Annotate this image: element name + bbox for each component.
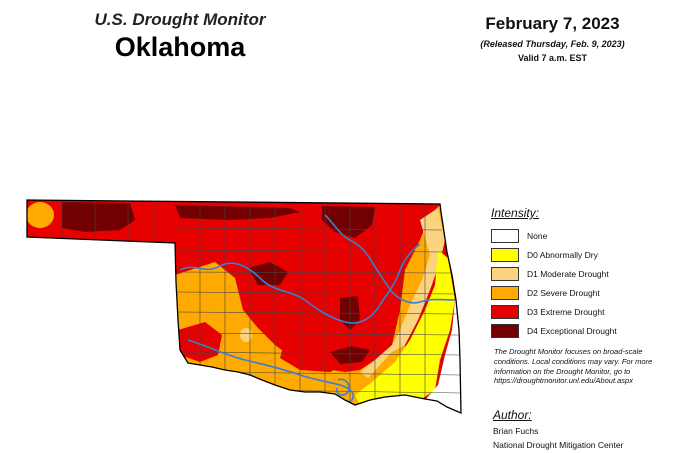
d4-region-northcentral [322, 206, 375, 238]
d2-spot-panhandle [27, 202, 54, 228]
author-name: Brian Fuchs [493, 426, 539, 436]
state-title: Oklahoma [114, 32, 246, 62]
disclaimer-note: The Drought Monitor focuses on broad-sca… [494, 347, 653, 386]
legend-item-d4: D4 Exceptional Drought [491, 321, 681, 340]
d1-region-east [360, 208, 445, 378]
author-title: Author: [493, 408, 532, 422]
legend-label: None [527, 230, 548, 241]
legend-label: D1 Moderate Drought [527, 268, 609, 279]
legend-item-d3: D3 Extreme Drought [491, 302, 681, 321]
legend-swatch-d2 [491, 285, 519, 300]
legend-item-d2: D2 Severe Drought [491, 283, 681, 302]
legend-swatch-d3 [491, 304, 519, 319]
legend-label: D2 Severe Drought [527, 287, 600, 298]
author-org: National Drought Mitigation Center [493, 440, 624, 450]
legend-swatch-d0 [491, 247, 519, 262]
author-block: Author: Brian Fuchs National Drought Mit… [493, 408, 683, 450]
legend-label: D4 Exceptional Drought [527, 325, 617, 336]
legend-swatch-d1 [491, 266, 519, 281]
legend-title: Intensity: [491, 206, 540, 220]
legend: Intensity: None D0 Abnormally Dry D1 Mod… [491, 206, 681, 340]
program-title: U.S. Drought Monitor [94, 10, 266, 29]
valid-time: Valid 7 a.m. EST [517, 53, 588, 63]
legend-swatch-d4 [491, 323, 519, 338]
rivers [179, 214, 456, 404]
oklahoma-outline [26, 199, 462, 414]
d0-region-southeast [355, 250, 455, 405]
title-block: U.S. Drought Monitor Oklahoma [30, 10, 330, 63]
d4-region-panhandle [62, 202, 135, 232]
legend-label: D3 Extreme Drought [527, 306, 605, 317]
map-date: February 7, 2023 [485, 14, 620, 33]
legend-label: D0 Abnormally Dry [527, 249, 598, 260]
d4-region-central [248, 262, 288, 285]
county-lines [61, 200, 461, 400]
d1-spot [240, 328, 252, 342]
legend-item-d1: D1 Moderate Drought [491, 264, 681, 283]
legend-item-none: None [491, 226, 681, 245]
d4-region-north [175, 205, 300, 220]
legend-swatch-none [491, 228, 519, 243]
legend-item-d0: D0 Abnormally Dry [491, 245, 681, 264]
date-block: February 7, 2023 (Released Thursday, Feb… [445, 14, 660, 63]
d3-pocket-south [280, 330, 355, 372]
release-date: (Released Thursday, Feb. 9, 2023) [480, 39, 625, 49]
none-region-southeast [425, 300, 461, 413]
